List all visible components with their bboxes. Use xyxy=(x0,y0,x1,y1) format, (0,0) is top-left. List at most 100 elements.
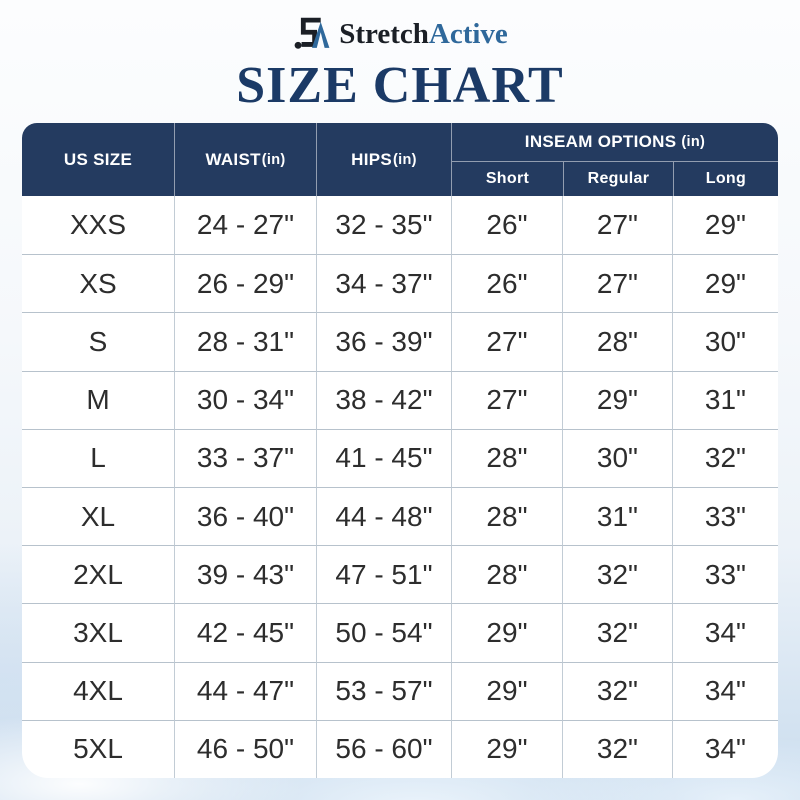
cell-regular: 32" xyxy=(562,545,673,604)
col-header-inseam-regular: Regular xyxy=(562,162,673,196)
cell-short: 28" xyxy=(451,486,563,546)
cell-regular: 32" xyxy=(562,603,673,662)
table-row: M 30 - 34" 38 - 42" 27" 29" 31" xyxy=(22,370,778,429)
col-header-inseam-unit: (in) xyxy=(681,134,706,150)
cell-short: 29" xyxy=(451,719,563,778)
cell-waist: 46 - 50" xyxy=(175,719,317,778)
cell-regular: 32" xyxy=(562,661,673,720)
cell-waist: 24 - 27" xyxy=(175,196,317,255)
table-body: XXS 24 - 27" 32 - 35" 26" 27" 29" XS 26 - 29" 34… xyxy=(22,196,778,778)
page-title: SIZE CHART xyxy=(236,57,564,114)
col-header-long-label: Long xyxy=(705,170,747,187)
sa-monogram-icon xyxy=(294,17,330,49)
cell-size: L xyxy=(22,428,175,487)
col-header-inseam-long: Long xyxy=(672,162,778,196)
cell-size: S xyxy=(22,312,175,371)
cell-short: 28" xyxy=(451,545,563,604)
cell-waist: 36 - 40" xyxy=(175,486,317,546)
col-header-waist: WAIST (in) xyxy=(175,123,317,196)
cell-size: 3XL xyxy=(22,603,175,662)
table-row: XXS 24 - 27" 32 - 35" 26" 27" 29" xyxy=(22,196,778,255)
col-header-hips: HIPS (in) xyxy=(317,123,452,196)
size-chart-table: US SIZE WAIST (in) HIPS (in) INSEAM OPTION… xyxy=(22,123,778,778)
cell-short: 28" xyxy=(451,428,563,487)
cell-short: 27" xyxy=(451,370,563,429)
table-row: 5XL 46 - 50" 56 - 60" 29" 32" 34" xyxy=(22,719,778,778)
monogram-s xyxy=(301,17,321,47)
cell-waist: 26 - 29" xyxy=(175,254,317,313)
cell-hips: 50 - 54" xyxy=(316,603,452,662)
cell-long: 34" xyxy=(672,603,778,661)
table-row: 4XL 44 - 47" 53 - 57" 29" 32" 34" xyxy=(22,661,778,720)
col-header-waist-unit: (in) xyxy=(261,151,286,168)
col-header-inseam-short: Short xyxy=(452,162,563,196)
cell-regular: 32" xyxy=(562,719,673,778)
col-header-regular-label: Regular xyxy=(587,170,650,187)
table-header: US SIZE WAIST (in) HIPS (in) INSEAM OPTION… xyxy=(22,123,778,196)
cell-long: 34" xyxy=(672,719,778,778)
cell-size: XXS xyxy=(22,196,175,255)
cell-regular: 28" xyxy=(562,312,673,371)
cell-waist: 28 - 31" xyxy=(175,312,317,371)
table-row: XS 26 - 29" 34 - 37" 26" 27" 29" xyxy=(22,254,778,313)
col-header-us-size: US SIZE xyxy=(22,123,175,196)
cell-hips: 32 - 35" xyxy=(317,196,452,255)
cell-long: 30" xyxy=(672,312,778,370)
cell-short: 26" xyxy=(451,254,563,313)
cell-long: 32" xyxy=(672,428,778,487)
cell-size: M xyxy=(22,370,175,429)
cell-waist: 33 - 37" xyxy=(175,428,317,487)
cell-hips: 41 - 45" xyxy=(316,428,452,487)
cell-long: 31" xyxy=(672,370,778,429)
table-row: 3XL 42 - 45" 50 - 54" 29" 32" 34" xyxy=(22,603,778,662)
col-header-waist-label: WAIST xyxy=(205,149,261,169)
cell-regular: 27" xyxy=(562,254,673,313)
cell-regular: 27" xyxy=(563,196,673,255)
brand-name-active: Active xyxy=(428,17,508,50)
col-header-inseam-options: INSEAM OPTIONS (in) xyxy=(451,123,778,162)
cell-short: 27" xyxy=(451,312,563,371)
cell-long: 29" xyxy=(704,209,746,241)
cell-waist: 44 - 47" xyxy=(175,661,317,720)
cell-regular: 31" xyxy=(562,486,673,546)
brand-name-stretch: Stretch xyxy=(339,17,429,50)
cell-hips: 36 - 39" xyxy=(316,312,452,371)
col-header-hips-label: HIPS xyxy=(351,149,393,169)
col-header-hips-unit: (in) xyxy=(393,151,417,168)
cell-short: 29" xyxy=(451,603,563,662)
brand-name: StretchActive xyxy=(339,18,508,51)
cell-hips: 38 - 42" xyxy=(316,370,452,429)
cell-long: 33" xyxy=(672,545,778,603)
brand-header: StretchActive xyxy=(0,12,800,56)
cell-size: 2XL xyxy=(22,545,175,604)
cell-regular: 29" xyxy=(562,370,673,429)
table-row: S 28 - 31" 36 - 39" 27" 28" 30" xyxy=(22,312,778,371)
table-row: 2XL 39 - 43" 47 - 51" 28" 32" 33" xyxy=(22,545,778,604)
cell-size: 4XL xyxy=(22,661,175,720)
cell-size: XL xyxy=(22,486,175,546)
cell-hips: 34 - 37" xyxy=(316,254,452,313)
monogram-dot xyxy=(294,41,302,49)
cell-long: 34" xyxy=(672,661,778,720)
cell-long: 29" xyxy=(672,254,778,312)
cell-long: 33" xyxy=(672,486,778,545)
cell-hips: 47 - 51" xyxy=(316,545,452,604)
cell-waist: 42 - 45" xyxy=(175,603,317,662)
col-header-short-label: Short xyxy=(485,170,530,187)
table-row: L 33 - 37" 41 - 45" 28" 30" 32" xyxy=(22,428,778,487)
cell-hips: 53 - 57" xyxy=(316,661,452,720)
monogram-a xyxy=(312,21,330,48)
cell-hips: 44 - 48" xyxy=(316,486,452,546)
cell-short: 29" xyxy=(451,661,563,720)
col-header-inseam-label: INSEAM OPTIONS xyxy=(524,132,677,151)
cell-regular: 30" xyxy=(562,428,673,487)
col-header-us-size-label: US SIZE xyxy=(63,149,133,169)
cell-waist: 39 - 43" xyxy=(175,545,317,604)
cell-size: 5XL xyxy=(22,719,175,778)
table-row: XL 36 - 40" 44 - 48" 28" 31" 33" xyxy=(22,486,778,546)
cell-waist: 30 - 34" xyxy=(175,370,317,429)
cell-size: XS xyxy=(22,254,175,313)
cell-short: 26" xyxy=(452,196,563,255)
cell-hips: 56 - 60" xyxy=(316,719,452,778)
